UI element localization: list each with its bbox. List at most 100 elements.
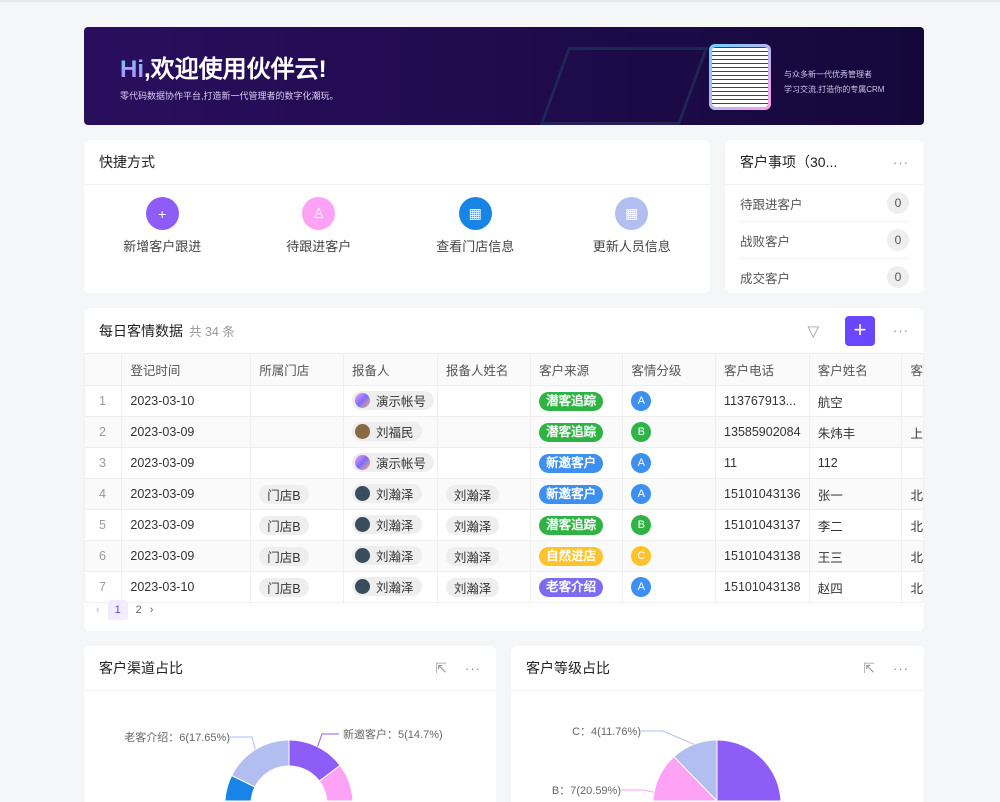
reporter-cell: 刘瀚泽: [343, 571, 438, 603]
avatar: [355, 548, 370, 563]
expand-icon[interactable]: ⇱: [435, 659, 447, 676]
filter-icon[interactable]: ▽: [807, 322, 819, 340]
store-cell: [250, 447, 344, 479]
reporter-name-cell: 刘瀚泽: [436, 509, 532, 541]
source-tag: 潜客追踪: [539, 422, 604, 442]
next-page-icon[interactable]: ›: [149, 604, 154, 616]
matters-title: 客户事项（30...: [740, 154, 838, 170]
reporter-chip: 刘瀚泽: [352, 484, 422, 503]
phone-cell: 13585902084: [715, 416, 810, 448]
level-badge: A: [631, 453, 652, 473]
reporter-cell: 刘瀚泽: [343, 478, 438, 510]
date-cell: 2023-03-10: [121, 571, 252, 603]
level-cell: C: [622, 540, 717, 572]
shortcut-item[interactable]: + 新增客户跟进: [84, 197, 241, 255]
source-cell: 新邀客户: [530, 478, 624, 510]
reporter-cell: 刘福民: [343, 416, 438, 448]
pagination: ‹ 1 2 ›: [96, 600, 153, 620]
shortcut-item[interactable]: ♙ 待跟进客户: [241, 197, 398, 255]
extra-cell: 北: [901, 540, 924, 572]
page-1[interactable]: 1: [107, 600, 128, 620]
page-2[interactable]: 2: [135, 604, 142, 616]
extra-cell: [901, 447, 924, 479]
record-count: 共 34 条: [189, 325, 235, 339]
column-header[interactable]: 登记时间: [121, 353, 252, 386]
more-icon[interactable]: ···: [893, 323, 909, 338]
store-cell: [250, 385, 344, 417]
table-row[interactable]: 2 2023-03-09 刘福民 潜客追踪 B 13585902084 朱炜丰 …: [84, 416, 924, 448]
pie-slice[interactable]: [673, 739, 718, 802]
reporter-name-chip: 刘瀚泽: [445, 484, 500, 504]
source-cell: 新邀客户: [530, 447, 624, 479]
matter-item[interactable]: 待跟进客户 0: [740, 185, 909, 222]
table-row[interactable]: 4 2023-03-09 门店B 刘瀚泽 刘瀚泽 新邀客户 A 15101043…: [84, 478, 924, 510]
column-header[interactable]: [84, 353, 123, 386]
column-header[interactable]: 客户姓名: [808, 353, 903, 386]
source-tag: 新邀客户: [539, 484, 604, 504]
column-header[interactable]: 所属门店: [250, 353, 344, 386]
matter-item[interactable]: 战败客户 0: [740, 222, 909, 259]
matter-count: 0: [887, 229, 909, 251]
more-icon[interactable]: ···: [893, 660, 909, 676]
avatar: [355, 517, 370, 532]
daily-data-card: 每日客情数据 共 34 条 ▽ + ··· 登记时间 所属门店 报备人 报备人姓名 客户…: [84, 308, 924, 631]
more-icon[interactable]: ···: [893, 154, 909, 170]
level-badge: A: [631, 391, 652, 411]
column-header[interactable]: 客: [901, 353, 924, 386]
reporter-chip: 刘瀚泽: [352, 546, 422, 565]
row-index: 5: [84, 509, 123, 541]
column-header[interactable]: 客户来源: [530, 353, 624, 386]
reporter-cell: 刘瀚泽: [343, 509, 438, 541]
expand-icon[interactable]: ⇱: [863, 659, 875, 676]
shortcut-item[interactable]: ▦ 更新人员信息: [554, 197, 711, 255]
shortcut-item[interactable]: ▦ 查看门店信息: [397, 197, 554, 255]
reporter-name-cell: [436, 447, 532, 479]
column-header[interactable]: 客户电话: [715, 353, 810, 386]
extra-cell: 上: [901, 416, 924, 448]
shortcut-label: 新增客户跟进: [123, 239, 202, 254]
reporter-cell: 演示帐号: [343, 385, 438, 417]
more-icon[interactable]: ···: [465, 660, 481, 676]
qr-code: [709, 44, 771, 110]
column-header[interactable]: 客情分级: [622, 353, 717, 386]
banner-greeting: Hi,欢迎使用伙伴云!: [120, 56, 327, 83]
reporter-cell: 刘瀚泽: [343, 540, 438, 572]
column-header[interactable]: 报备人: [343, 353, 438, 386]
reporter-name-cell: 刘瀚泽: [436, 571, 532, 603]
store-chip: 门店B: [259, 515, 309, 535]
prev-page-icon[interactable]: ‹: [96, 604, 100, 616]
table-row[interactable]: 1 2023-03-10 演示帐号 潜客追踪 A 113767913... 航空: [84, 385, 924, 417]
chart-title: 客户渠道占比: [99, 660, 183, 676]
phone-cell: 11: [715, 447, 810, 479]
slice-label: C：4(11.76%): [572, 726, 641, 738]
store-cell: [250, 416, 344, 448]
store-chip: 门店B: [259, 546, 309, 566]
level-pie-chart: B：7(20.59%) C：4(11.76%): [552, 726, 782, 802]
store-cell: 门店B: [250, 571, 344, 603]
reporter-name-cell: [436, 416, 532, 448]
table-row[interactable]: 7 2023-03-10 门店B 刘瀚泽 刘瀚泽 老客介绍 A 15101043…: [84, 571, 924, 603]
table-row[interactable]: 5 2023-03-09 门店B 刘瀚泽 刘瀚泽 潜客追踪 B 15101043…: [84, 509, 924, 541]
level-cell: B: [622, 509, 717, 541]
source-tag: 新邀客户: [539, 453, 604, 473]
extra-cell: [901, 385, 924, 417]
table-row[interactable]: 3 2023-03-09 演示帐号 新邀客户 A 11 112: [84, 447, 924, 479]
store-chip: 门店B: [259, 484, 309, 504]
matter-count: 0: [887, 192, 909, 214]
add-record-button[interactable]: +: [845, 315, 875, 346]
reporter-name-cell: 刘瀚泽: [436, 540, 532, 572]
table-row[interactable]: 6 2023-03-09 门店B 刘瀚泽 刘瀚泽 自然进店 C 15101043…: [84, 540, 924, 572]
avatar: [355, 455, 370, 470]
matter-item[interactable]: 成交客户 0: [740, 259, 909, 293]
source-cell: 潜客追踪: [530, 416, 624, 448]
reporter-name-chip: 刘瀚泽: [445, 515, 500, 535]
extra-cell: 北: [901, 509, 924, 541]
extra-cell: 北: [901, 571, 924, 603]
row-index: 7: [84, 571, 123, 603]
row-index: 4: [84, 478, 123, 510]
pie-slice[interactable]: [231, 739, 290, 788]
column-header[interactable]: 报备人姓名: [436, 353, 532, 386]
reporter-name-chip: 刘瀚泽: [445, 546, 500, 566]
row-index: 1: [84, 385, 123, 417]
user-icon: ♙: [302, 197, 336, 230]
